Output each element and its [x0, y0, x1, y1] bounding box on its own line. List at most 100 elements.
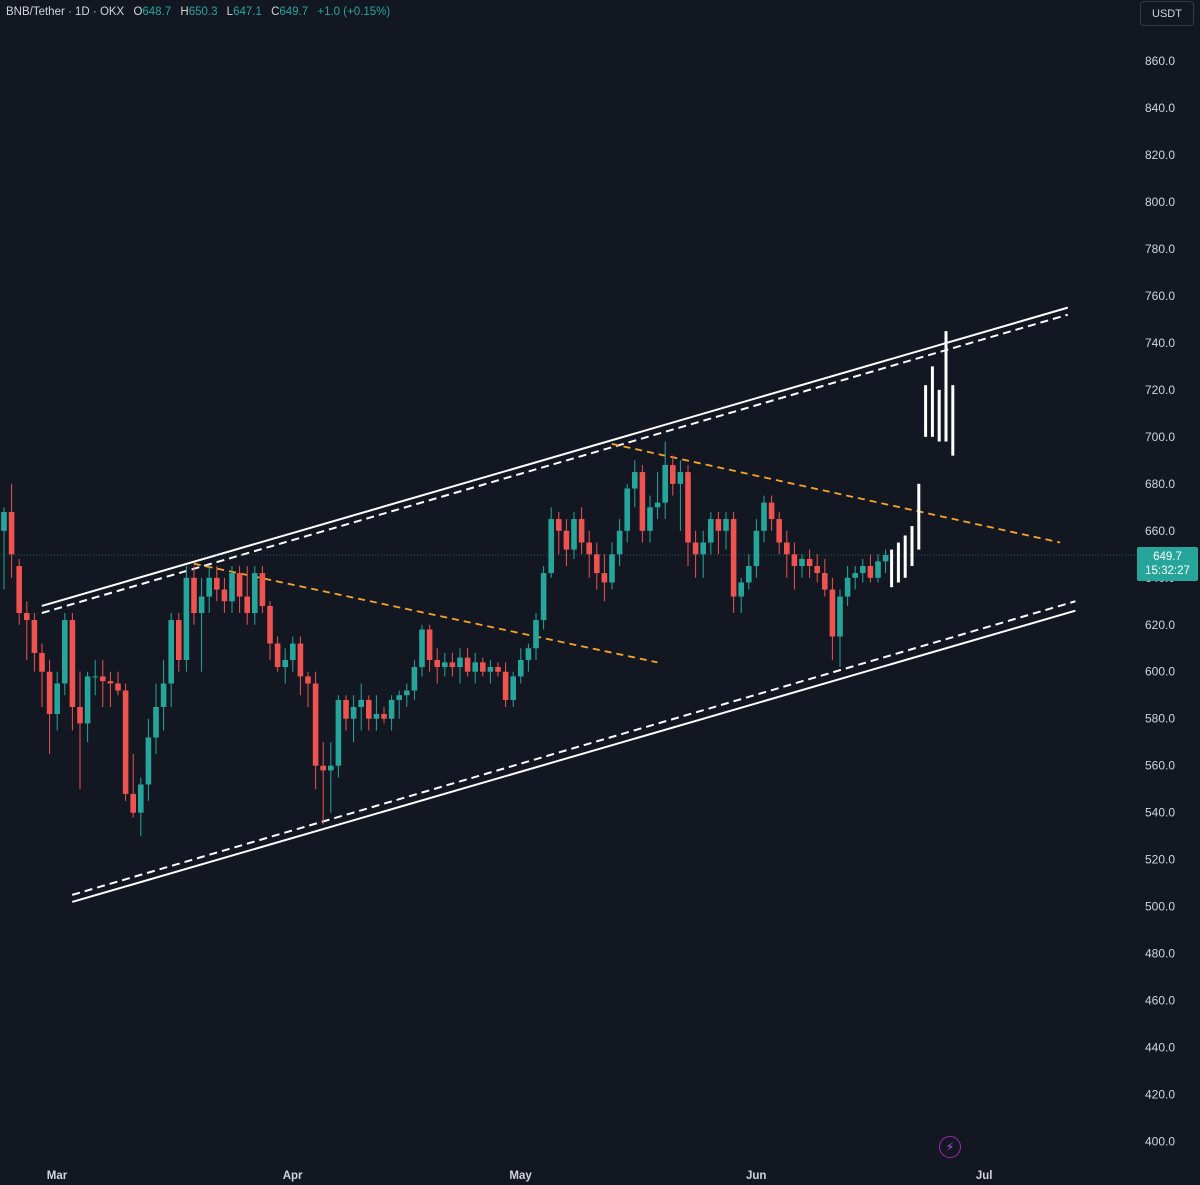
candle-body: [191, 577, 197, 614]
candle: [411, 659, 418, 700]
candle-body: [404, 690, 410, 696]
low-label: L: [226, 6, 234, 18]
candle: [738, 577, 744, 614]
candle-body: [153, 706, 159, 738]
projection-bar: [937, 389, 941, 442]
candle: [77, 671, 83, 790]
candle: [62, 613, 68, 696]
candle-body: [670, 465, 676, 484]
candle-body: [236, 573, 243, 597]
candle-body: [464, 657, 471, 672]
candle-body: [145, 737, 152, 785]
change-value: +1.0 (+0.15%): [317, 6, 391, 18]
candle-body: [571, 519, 577, 550]
price-tick: 600.0: [1145, 665, 1175, 679]
price-tick: 580.0: [1145, 712, 1175, 726]
close-label: C: [271, 6, 280, 18]
candle: [594, 542, 600, 590]
candle-body: [305, 676, 311, 684]
price-tick: 860.0: [1145, 54, 1175, 68]
candle: [730, 512, 737, 614]
price-tick: 500.0: [1145, 900, 1175, 914]
currency-button[interactable]: USDT: [1140, 1, 1194, 26]
candle: [639, 465, 646, 543]
candle: [822, 558, 828, 597]
candle: [221, 577, 228, 614]
candle-body: [624, 488, 630, 531]
candle-body: [457, 657, 463, 668]
candle-body: [183, 577, 190, 660]
projection-bar: [890, 549, 894, 588]
candle: [806, 549, 813, 578]
candle-body: [852, 573, 858, 578]
candle-body: [16, 566, 22, 614]
channel-upper-solid: [41, 306, 1069, 607]
candle: [206, 566, 212, 614]
candle-body: [54, 683, 60, 715]
close-value: 649.7: [279, 6, 309, 18]
candle-body: [267, 605, 273, 644]
price-axis[interactable]: 400.0 420.0 440.0 460.0 480.0 500.0 520.0 540.0…: [1145, 54, 1175, 1149]
candle: [259, 566, 266, 614]
high-value: 650.3: [188, 6, 218, 18]
candle-body: [297, 643, 304, 677]
candle-body: [586, 542, 592, 555]
projection-bar: [910, 526, 914, 567]
candle-body: [77, 706, 83, 724]
candle-body: [677, 472, 684, 484]
symbol-title: BNB/Tether · 1D · OKX: [6, 6, 125, 18]
candle-body: [312, 683, 319, 766]
candle-body: [221, 589, 228, 602]
candle-body: [776, 519, 782, 543]
projection-bar: [896, 542, 900, 583]
candle-body: [654, 502, 661, 508]
candle: [647, 495, 653, 543]
candle: [244, 566, 250, 625]
candle-body: [252, 573, 258, 614]
candle-body: [578, 519, 585, 543]
candle-body: [160, 683, 167, 707]
date-tick: May: [509, 1170, 532, 1182]
candle: [776, 512, 782, 555]
lightning-icon[interactable]: ⚡: [939, 1136, 961, 1158]
candle: [753, 519, 760, 578]
candle-body: [784, 542, 790, 555]
candle-body: [480, 662, 486, 672]
candle-body: [168, 620, 174, 684]
candle: [654, 472, 661, 520]
channel-lower-dashed: [71, 600, 1076, 896]
candle-body: [685, 472, 691, 543]
bar-countdown: 15:32:27: [1145, 565, 1190, 577]
trendline-1: [193, 562, 658, 664]
projection-bar: [917, 483, 921, 550]
candle-body: [753, 530, 760, 567]
candle: [867, 554, 874, 583]
candle-body: [502, 671, 509, 700]
candle-body: [875, 561, 881, 578]
candles: [1, 441, 889, 837]
candle: [69, 613, 76, 731]
price-tick: 400.0: [1145, 1135, 1175, 1149]
candle-body: [730, 519, 737, 597]
time-axis[interactable]: Mar Apr May Jun Jul: [47, 1170, 993, 1182]
candle: [396, 690, 402, 719]
candle: [442, 652, 448, 677]
candle-body: [442, 662, 448, 668]
symbol-header: BNB/Tether · 1D · OKX O648.7 H650.3 L647…: [6, 5, 390, 19]
candle: [100, 659, 106, 707]
price-tick: 760.0: [1145, 289, 1175, 303]
candle-body: [198, 596, 205, 614]
candle: [487, 659, 494, 684]
candle: [138, 777, 144, 837]
candle-body: [799, 558, 805, 567]
candle: [350, 695, 357, 743]
price-tick: 420.0: [1145, 1088, 1175, 1102]
candle: [320, 742, 326, 825]
low-value: 647.1: [233, 6, 262, 18]
candle-body: [396, 695, 402, 700]
candle: [472, 652, 478, 684]
projection-bar: [903, 535, 907, 578]
candle-body: [829, 589, 836, 637]
candle: [882, 549, 889, 574]
